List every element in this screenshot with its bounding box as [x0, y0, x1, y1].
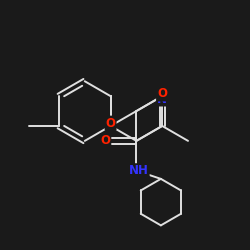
Text: O: O [106, 116, 116, 130]
Text: O: O [157, 88, 167, 101]
Text: NH: NH [129, 164, 149, 177]
Text: O: O [100, 134, 110, 147]
Text: N: N [157, 92, 167, 106]
